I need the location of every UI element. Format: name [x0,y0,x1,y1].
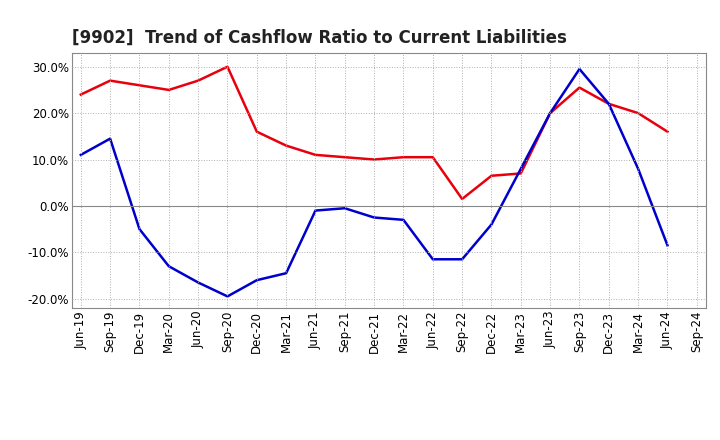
Operating CF to Current Liabilities [605,101,613,106]
Free CF to Current Liabilities [428,257,437,262]
Free CF to Current Liabilities [634,166,642,172]
Line: Free CF to Current Liabilities: Free CF to Current Liabilities [81,69,667,297]
Free CF to Current Liabilities [399,217,408,223]
Free CF to Current Liabilities [487,222,496,227]
Free CF to Current Liabilities [135,227,144,232]
Text: [9902]  Trend of Cashflow Ratio to Current Liabilities: [9902] Trend of Cashflow Ratio to Curren… [72,29,567,47]
Operating CF to Current Liabilities [106,78,114,83]
Operating CF to Current Liabilities [487,173,496,178]
Free CF to Current Liabilities [663,243,672,248]
Operating CF to Current Liabilities [575,85,584,90]
Operating CF to Current Liabilities [253,129,261,134]
Operating CF to Current Liabilities [634,110,642,116]
Free CF to Current Liabilities [546,110,554,116]
Operating CF to Current Liabilities [546,110,554,116]
Free CF to Current Liabilities [194,280,202,285]
Operating CF to Current Liabilities [516,171,525,176]
Free CF to Current Liabilities [106,136,114,141]
Free CF to Current Liabilities [370,215,379,220]
Operating CF to Current Liabilities [458,196,467,202]
Free CF to Current Liabilities [458,257,467,262]
Operating CF to Current Liabilities [370,157,379,162]
Free CF to Current Liabilities [253,278,261,283]
Operating CF to Current Liabilities [76,92,85,97]
Operating CF to Current Liabilities [282,143,290,148]
Operating CF to Current Liabilities [663,129,672,134]
Operating CF to Current Liabilities [164,87,173,92]
Free CF to Current Liabilities [575,66,584,72]
Free CF to Current Liabilities [164,264,173,269]
Free CF to Current Liabilities [341,205,349,211]
Operating CF to Current Liabilities [428,154,437,160]
Operating CF to Current Liabilities [194,78,202,83]
Line: Operating CF to Current Liabilities: Operating CF to Current Liabilities [81,67,667,199]
Free CF to Current Liabilities [223,294,232,299]
Free CF to Current Liabilities [282,271,290,276]
Free CF to Current Liabilities [605,101,613,106]
Operating CF to Current Liabilities [311,152,320,158]
Operating CF to Current Liabilities [223,64,232,70]
Operating CF to Current Liabilities [399,154,408,160]
Free CF to Current Liabilities [311,208,320,213]
Operating CF to Current Liabilities [135,83,144,88]
Free CF to Current Liabilities [516,166,525,172]
Operating CF to Current Liabilities [341,154,349,160]
Free CF to Current Liabilities [76,152,85,158]
